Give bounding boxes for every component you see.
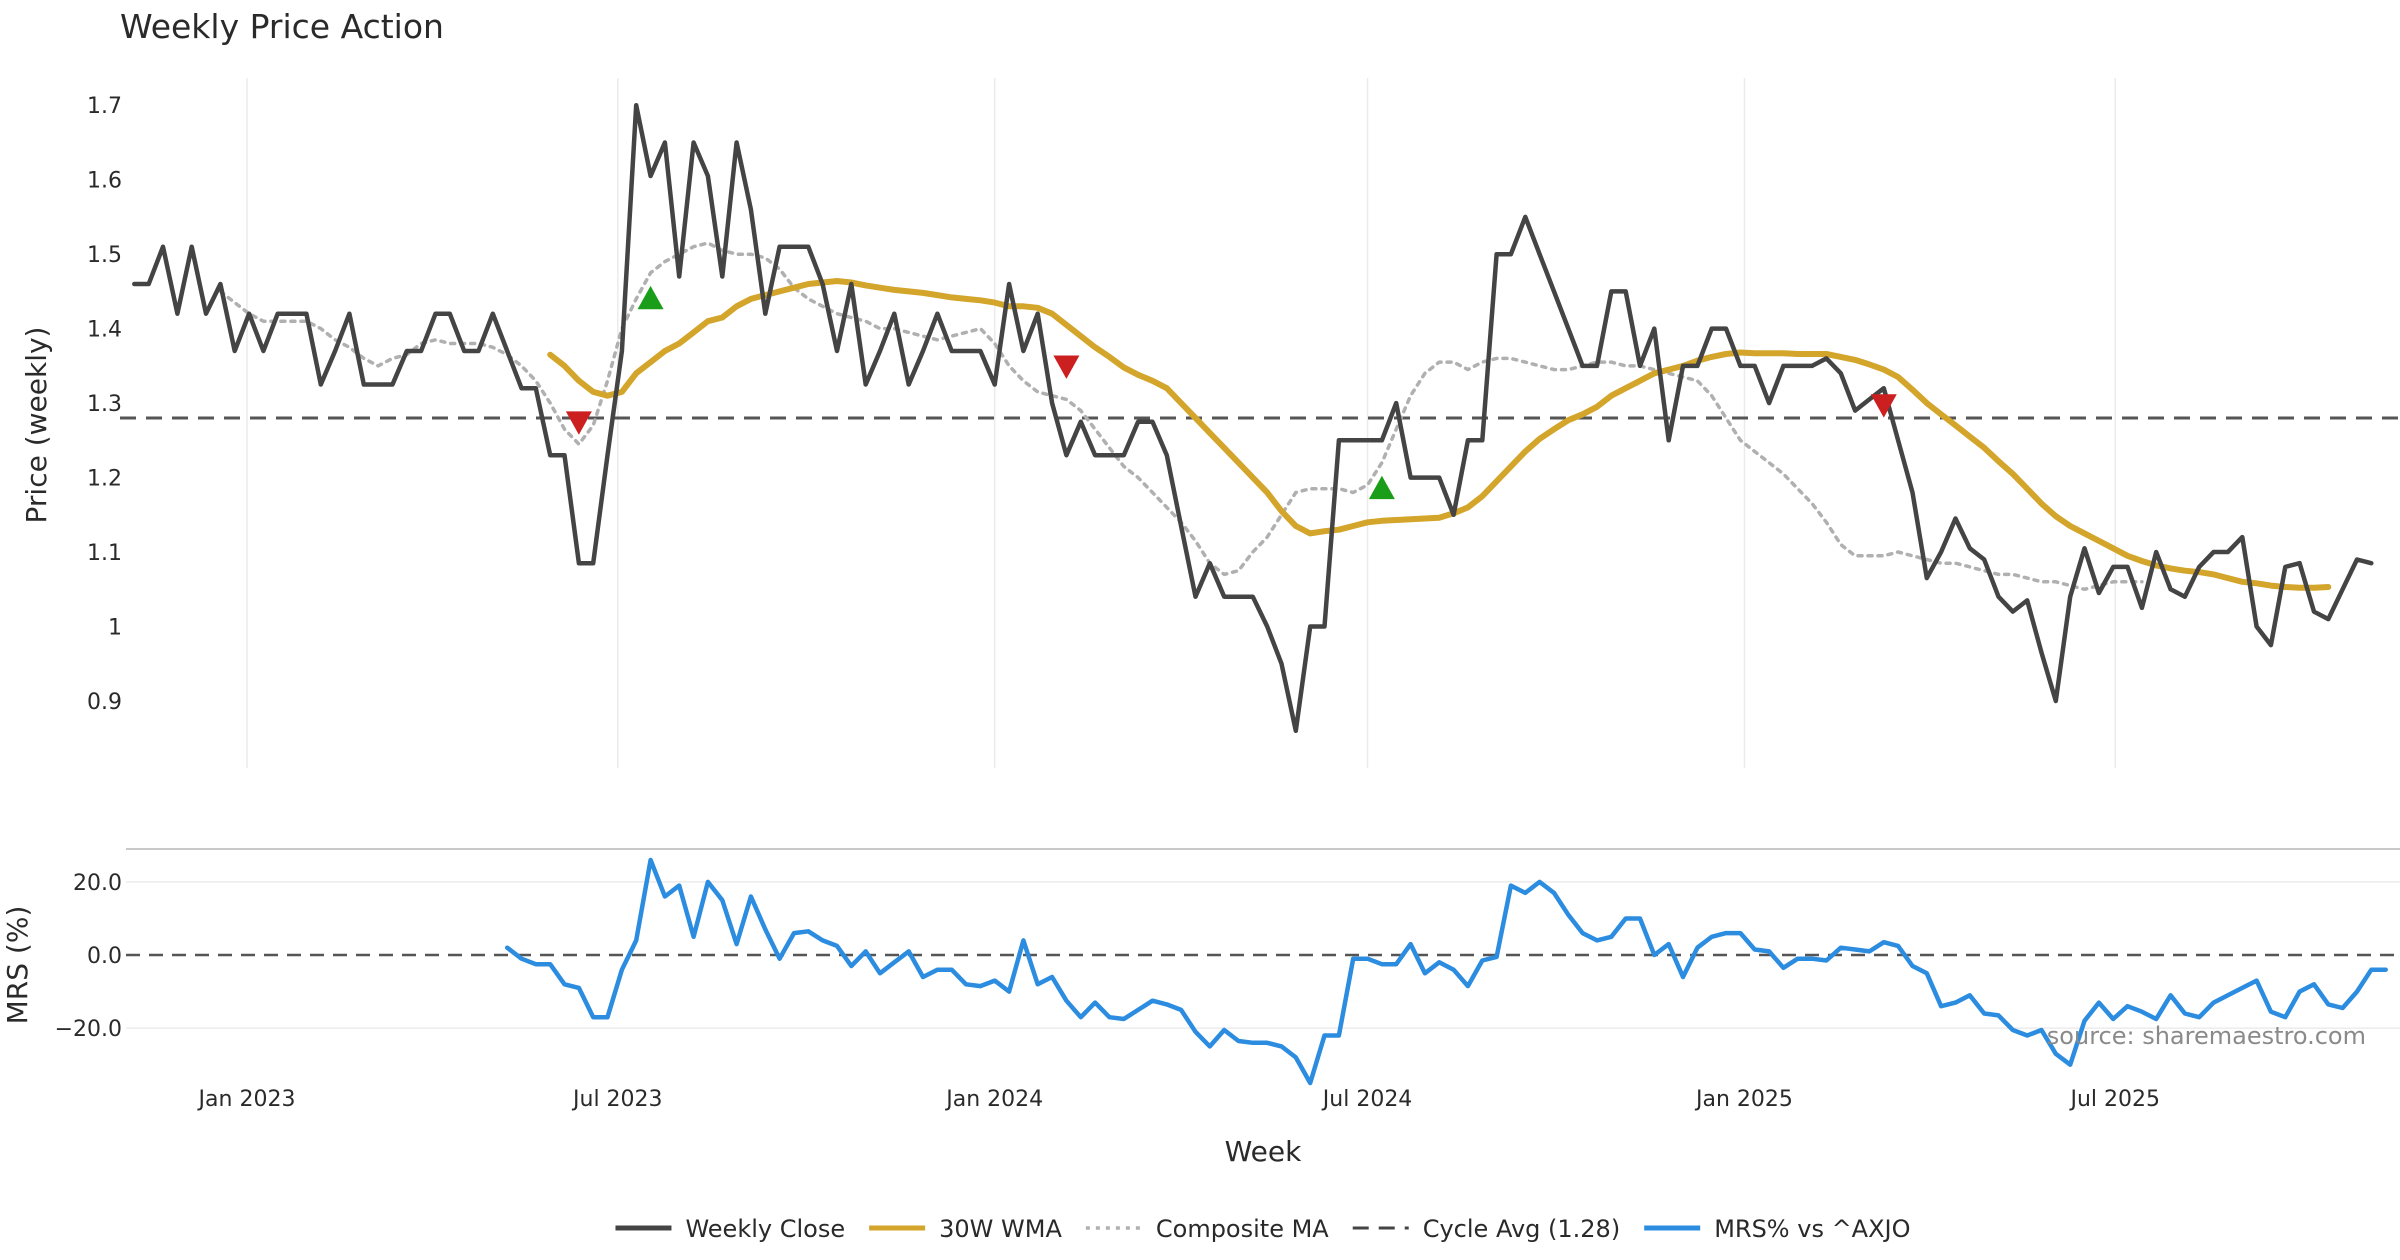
x-axis-label: Week [1225,1135,1302,1168]
x-tick-label: Jul 2024 [1321,1087,1413,1112]
mrs-y-ticks: 20.0 0.0 −20.0 [55,871,122,1042]
legend-label: Weekly Close [685,1215,845,1243]
mrs-y-tick-label: 0.0 [87,944,122,969]
price-grid [246,78,2117,768]
series-line-weekly-close [132,102,2374,734]
sell-signal-marker [1053,355,1080,379]
price-series [132,102,2374,734]
x-tick-label: Jan 2025 [1694,1087,1793,1112]
mrs-y-axis-label: MRS (%) [1,906,34,1025]
price-y-tick-label: 0.9 [87,690,122,715]
source-annotation: source: sharemaestro.com [2047,1022,2366,1050]
sell-signal-marker [565,411,592,435]
legend-label: 30W WMA [939,1215,1062,1243]
series-line-mrs [504,857,2388,1086]
price-y-tick-label: 1.1 [87,541,122,566]
x-tick-label: Jan 2023 [197,1087,296,1112]
price-y-tick-label: 1.6 [87,169,122,194]
x-axis-ticks: Jan 2023 Jul 2023 Jan 2024 Jul 2024 Jan 2025… [197,1087,2160,1112]
price-y-tick-label: 1.4 [87,318,122,343]
buy-signal-marker [637,285,664,310]
price-y-ticks: 0.9 1 1.1 1.2 1.3 1.4 1.5 1.6 1.7 [87,94,122,715]
x-tick-label: Jul 2025 [2068,1087,2160,1112]
signal-markers [565,285,1897,500]
mrs-y-tick-label: −20.0 [55,1017,122,1042]
price-y-tick-label: 1.2 [87,467,122,492]
sell-signal-marker [1870,394,1897,418]
price-y-axis-label: Price (weekly) [20,327,53,524]
x-tick-label: Jul 2023 [571,1087,663,1112]
mrs-y-tick-label: 20.0 [73,871,122,896]
mrs-grid [126,881,2400,1029]
legend-label: Composite MA [1156,1215,1329,1243]
buy-signal-marker [1368,475,1395,500]
legend-label: Cycle Avg (1.28) [1423,1215,1620,1243]
price-y-tick-label: 1.7 [87,94,122,119]
legend-label: MRS% vs ^AXJO [1714,1215,1910,1243]
x-tick-label: Jan 2024 [944,1087,1043,1112]
price-y-tick-label: 1.5 [87,243,122,268]
mrs-series [504,857,2388,1086]
legend: Weekly Close 30W WMA Composite MA Cycle Avg… [615,1215,1911,1243]
chart-title: Weekly Price Action [120,7,444,46]
price-y-tick-label: 1 [108,616,122,641]
series-line-30w-wma [547,278,2332,591]
price-y-tick-label: 1.3 [87,392,122,417]
